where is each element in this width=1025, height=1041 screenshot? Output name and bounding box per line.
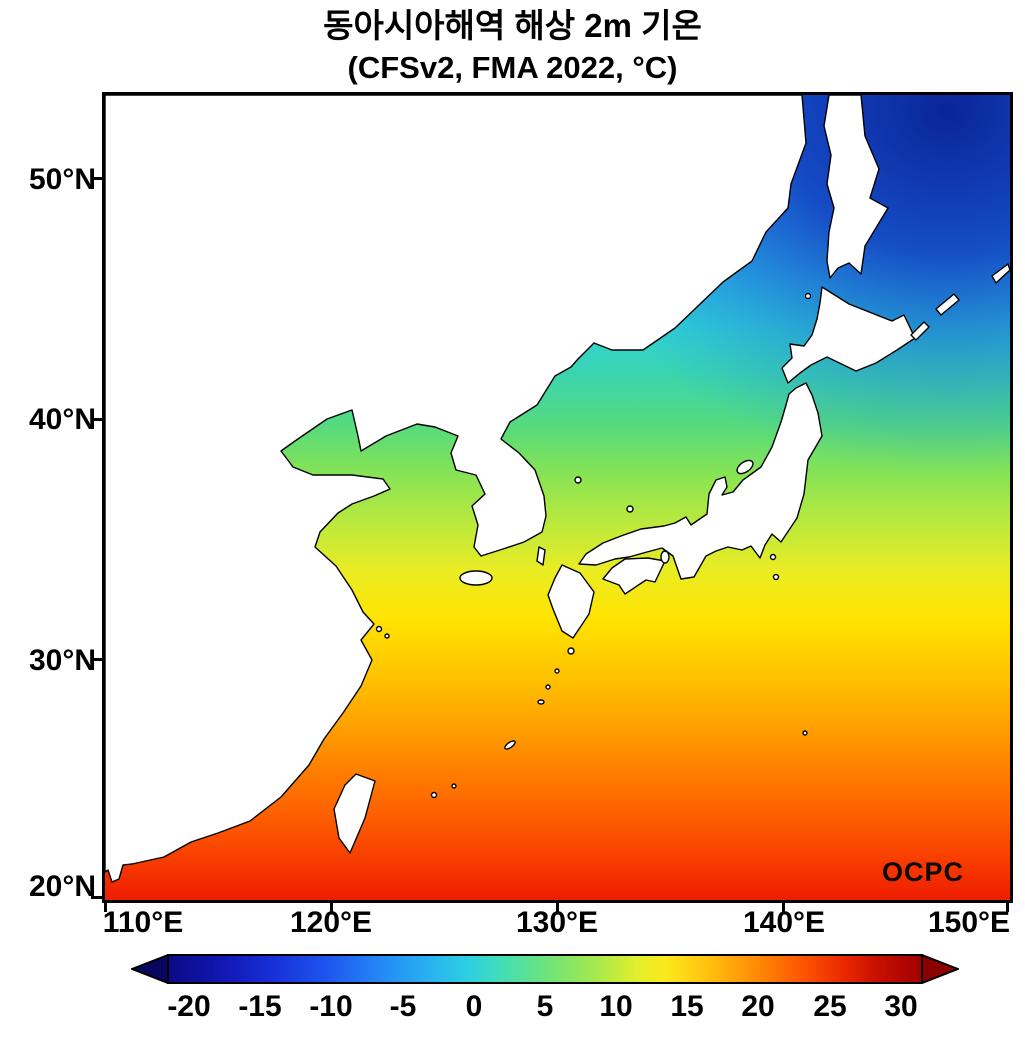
chart-title: 동아시아해역 해상 2m 기온 — [323, 7, 702, 44]
lat-label-50n: 50°N — [28, 163, 96, 196]
temperature-map: OCPC — [102, 92, 1013, 903]
cb-label-n15: -15 — [238, 990, 282, 1023]
colorbar-canvas — [129, 953, 961, 985]
island-kyushu — [547, 564, 595, 639]
cb-label-25: 25 — [813, 990, 847, 1023]
island-ishigaki — [430, 791, 438, 799]
y-tick-50n — [91, 177, 102, 180]
cb-label-5: 5 — [536, 990, 554, 1023]
island-izu-2 — [772, 573, 780, 581]
x-tick-130e — [556, 901, 559, 912]
cb-label-10: 10 — [599, 990, 633, 1023]
island-kunashir — [910, 321, 930, 341]
island-oki — [626, 505, 634, 513]
cb-label-n10: -10 — [309, 990, 353, 1023]
island-taiwan — [333, 773, 376, 854]
island-sado — [736, 459, 754, 475]
island-shikoku — [602, 557, 666, 595]
lat-label-30n: 30°N — [28, 644, 96, 677]
x-tick-110e — [104, 901, 107, 912]
cb-label-30: 30 — [884, 990, 918, 1023]
y-tick-20n — [91, 896, 102, 899]
cb-label-n5: -5 — [389, 990, 417, 1023]
island-zhoushan-1 — [375, 625, 383, 633]
lon-label-150e: 150°E — [927, 906, 1011, 939]
chart-subtitle: (CFSv2, FMA 2022, °C) — [347, 50, 678, 85]
island-urup — [991, 263, 1010, 284]
island-miyako — [451, 783, 457, 789]
x-tick-120e — [330, 901, 333, 912]
x-tick-150e — [1006, 901, 1009, 912]
cb-label-0: 0 — [465, 990, 483, 1023]
island-ogasawara — [802, 730, 808, 736]
island-izu-1 — [769, 553, 777, 561]
island-hokkaido — [781, 286, 916, 384]
landmass-china-korea-russia — [105, 95, 807, 883]
ocpc-watermark: OCPC — [881, 857, 964, 887]
island-sakhalin — [823, 95, 889, 279]
island-iturup — [935, 293, 960, 316]
island-yakushima — [567, 647, 575, 655]
colorbar-extend-right-arrow — [921, 953, 961, 985]
cb-label-15: 15 — [670, 990, 704, 1023]
island-amami — [537, 699, 545, 705]
island-zhoushan-2 — [384, 633, 390, 639]
island-rishiri — [804, 292, 812, 300]
cb-label-n20: -20 — [167, 990, 211, 1023]
x-tick-140e — [782, 901, 785, 912]
lon-label-110e: 110°E — [102, 906, 184, 939]
island-tokara-2 — [545, 684, 551, 690]
y-tick-40n — [91, 418, 102, 421]
island-okinawa — [504, 740, 516, 750]
island-jeju — [459, 570, 493, 586]
lat-label-40n: 40°N — [28, 403, 96, 436]
island-tokara-1 — [554, 668, 560, 674]
map-canvas — [105, 95, 1010, 900]
y-tick-30n — [91, 658, 102, 661]
island-ulleungdo — [574, 476, 582, 484]
island-honshu — [578, 382, 823, 580]
colorbar — [129, 953, 961, 985]
island-tsushima — [536, 546, 546, 566]
colorbar-extend-left-arrow — [129, 953, 169, 985]
lat-label-20n: 20°N — [28, 870, 96, 903]
cb-label-20: 20 — [741, 990, 775, 1023]
colorbar-gradient — [167, 954, 923, 984]
island-awaji — [660, 550, 670, 564]
